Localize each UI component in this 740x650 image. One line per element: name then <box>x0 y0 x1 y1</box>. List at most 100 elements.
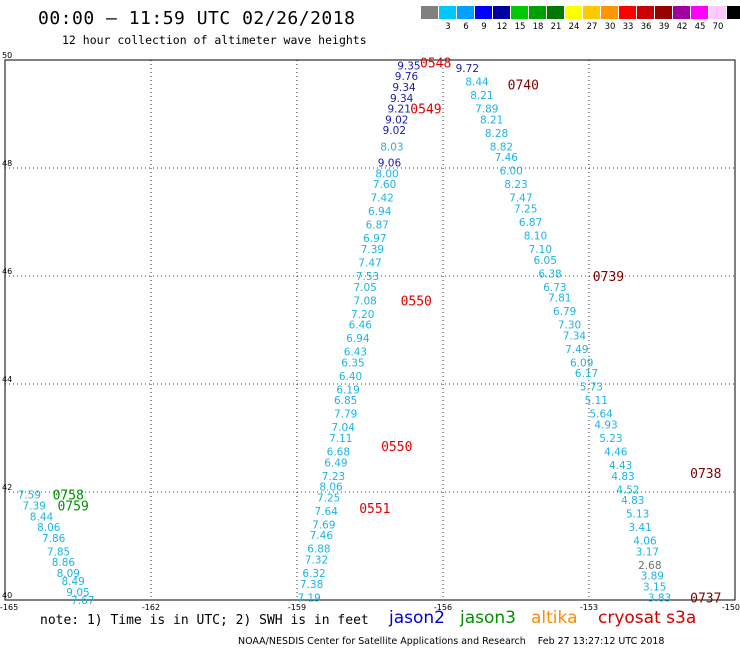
swh-value-label: 6.43 <box>344 347 367 359</box>
swh-value-label: 4.06 <box>633 536 657 548</box>
swh-value-label: 6.85 <box>334 395 357 407</box>
swh-value-label: 7.38 <box>300 579 323 591</box>
color-swatch <box>511 6 529 19</box>
swh-value-label: 7.47 <box>509 193 532 205</box>
swh-value-label: 6.40 <box>339 371 362 383</box>
swh-value-label: 8.06 <box>319 482 343 494</box>
pass-time-label: 0758 <box>53 489 84 504</box>
swh-value-label: 7.20 <box>351 309 374 321</box>
swh-value-label: 3.15 <box>643 582 666 594</box>
swh-value-label: 7.64 <box>315 506 339 518</box>
swh-value-label: 6.00 <box>499 166 522 178</box>
pass-time-label: 0550 <box>381 440 412 455</box>
swh-value-label: 7.42 <box>370 193 393 205</box>
color-swatch <box>727 6 740 19</box>
color-swatch <box>691 6 709 19</box>
swh-value-label: 8.82 <box>490 141 513 153</box>
swh-value-label: 4.83 <box>621 495 644 507</box>
footer-credit: NOAA/NESDIS Center for Satellite Applica… <box>238 636 665 647</box>
swh-value-label: 7.89 <box>475 104 498 116</box>
swh-value-label: 6.97 <box>363 233 386 245</box>
swh-value-label: 5.73 <box>580 382 603 394</box>
swh-value-label: 8.21 <box>480 114 503 126</box>
swh-value-label: 7.81 <box>548 293 571 305</box>
swh-value-label: 7.69 <box>312 519 335 531</box>
swh-value-label: 4.46 <box>604 447 628 459</box>
color-swatch-label: 70 <box>712 22 724 32</box>
swh-value-label: 6.09 <box>570 357 593 369</box>
swh-value-label: 6.94 <box>368 206 392 218</box>
swh-value-label: 4.83 <box>611 471 634 483</box>
swh-value-label: 7.39 <box>361 244 384 256</box>
swh-value-label: 9.35 <box>397 60 420 72</box>
lat-tick-label: 42 <box>2 483 12 492</box>
swh-value-label: 6.88 <box>307 544 330 556</box>
swh-value-label: 6.05 <box>534 255 557 267</box>
color-swatch <box>583 6 601 19</box>
color-swatch <box>673 6 691 19</box>
color-swatch-label: 33 <box>622 22 634 32</box>
pass-time-label: 0738 <box>690 467 721 482</box>
swh-value-label: 4.93 <box>594 420 617 432</box>
swh-value-label: 2.68 <box>638 560 661 572</box>
pass-time-label: 0759 <box>57 500 88 515</box>
color-swatch-label: 18 <box>532 22 544 32</box>
swh-value-label: 3.41 <box>628 522 651 534</box>
satellite-legend-item: altika <box>531 608 578 628</box>
color-swatch-label: 21 <box>550 22 562 32</box>
color-swatch-label: 3 <box>445 22 451 32</box>
pass-time-label: 0551 <box>359 502 390 517</box>
swh-value-label: 6.17 <box>575 368 598 380</box>
color-swatch <box>529 6 547 19</box>
color-swatch <box>439 6 457 19</box>
swh-value-label: 6.79 <box>553 306 576 318</box>
lon-tick-label: -150 <box>722 603 740 612</box>
swh-value-label: 9.72 <box>456 63 479 75</box>
pass-time-label: 0549 <box>410 103 441 118</box>
lon-tick-label: -162 <box>142 603 160 612</box>
map-frame <box>4 59 736 601</box>
color-swatch <box>421 6 439 19</box>
swh-value-label: 7.60 <box>373 179 396 191</box>
swh-value-label: 6.87 <box>519 217 542 229</box>
swh-value-label: 9.02 <box>383 125 406 137</box>
color-swatch <box>475 6 493 19</box>
swh-value-label: 8.21 <box>470 90 493 102</box>
swh-value-label: 5.64 <box>589 409 613 421</box>
color-swatch-label: 9 <box>481 22 487 32</box>
swh-value-label: 7.30 <box>558 320 581 332</box>
color-swatch <box>601 6 619 19</box>
color-swatch <box>565 6 583 19</box>
color-swatch-label: 42 <box>676 22 688 32</box>
swh-value-label: 8.03 <box>380 141 403 153</box>
swh-value-label: 7.49 <box>565 344 588 356</box>
swh-value-label: 9.02 <box>385 114 408 126</box>
lat-tick-label: 40 <box>2 591 12 600</box>
swh-value-label: 7.86 <box>42 533 66 545</box>
color-swatch-label: 24 <box>568 22 580 32</box>
color-swatch-label: 39 <box>658 22 670 32</box>
swh-value-label: 7.46 <box>495 152 519 164</box>
swh-value-label: 7.34 <box>563 330 587 342</box>
swh-value-label: 9.06 <box>378 158 402 170</box>
pass-time-label: 0550 <box>401 294 432 309</box>
swh-value-label: 9.34 <box>392 82 416 94</box>
swh-value-label: 7.59 <box>18 490 41 502</box>
pass-time-label: 0737 <box>690 591 721 606</box>
swh-value-label: 7.47 <box>358 258 381 270</box>
color-swatch <box>493 6 511 19</box>
swh-value-label: 8.06 <box>37 522 61 534</box>
lon-tick-label: -165 <box>0 603 18 612</box>
color-swatch <box>709 6 727 19</box>
color-swatch <box>637 6 655 19</box>
swh-value-label: 6.35 <box>341 357 364 369</box>
swh-value-label: 6.49 <box>324 457 347 469</box>
swh-value-label: 8.23 <box>504 179 527 191</box>
color-swatch-label: 6 <box>463 22 469 32</box>
swh-color-legend <box>421 6 740 19</box>
map-title: 00:00 – 11:59 UTC 02/26/2018 <box>38 8 356 29</box>
swh-value-label: 8.28 <box>485 128 508 140</box>
swh-value-label: 7.08 <box>353 295 376 307</box>
swh-value-label: 6.94 <box>346 333 370 345</box>
